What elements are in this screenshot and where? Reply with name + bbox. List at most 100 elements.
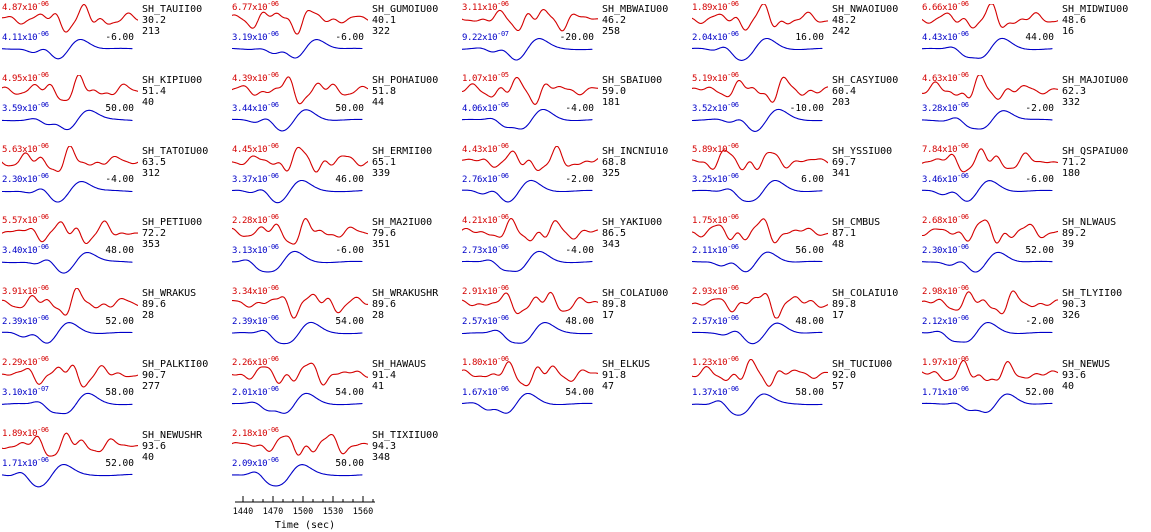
syn-amp-label: 3.28x10-06: [922, 101, 969, 114]
obs-amp-label: 5.63x10-06: [2, 142, 49, 155]
station-info: SH_COLAIU10 89.8 17: [832, 288, 898, 321]
azimuth-value: 203: [832, 97, 851, 108]
distance-value: 48.2: [832, 15, 857, 26]
distance-value: 68.8: [602, 157, 627, 168]
time-shift-value: 48.00: [105, 245, 134, 256]
time-axis: 1440 1470 1500 1530 1560 Time (sec): [232, 495, 382, 531]
distance-value: 89.6: [142, 299, 167, 310]
obs-trace: [232, 293, 368, 319]
distance-value: 87.1: [832, 228, 857, 239]
distance-value: 89.6: [372, 299, 397, 310]
seismogram-panel: 2.98x10-06 2.12x10-06 -2.00 SH_TLYII00 9…: [922, 284, 1150, 352]
station-name: SH_POHAIU00: [372, 75, 439, 86]
azimuth-value: 40: [1062, 381, 1075, 392]
waveform-plot: [232, 362, 368, 414]
seismogram-panel: 5.19x10-06 3.52x10-06 -10.00 SH_CASYIU00…: [692, 71, 920, 139]
obs-trace: [922, 148, 1058, 173]
waveform-plot: [462, 361, 598, 414]
station-info: SH_MBWAIU00 46.2 258: [602, 4, 668, 37]
time-shift-value: 46.00: [335, 174, 364, 185]
station-info: SH_NEWUSHR 93.6 40: [142, 430, 202, 463]
time-shift-value: -6.00: [335, 32, 364, 43]
time-shift-value: -4.00: [565, 103, 594, 114]
waveform-plot: [922, 359, 1058, 413]
station-info: SH_TAUII00 30.2 213: [142, 4, 202, 37]
syn-trace: [692, 251, 823, 273]
distance-value: 71.2: [1062, 157, 1087, 168]
time-shift-value: 50.00: [335, 458, 364, 469]
syn-amp-label: 1.37x10-06: [692, 385, 739, 398]
station-name: SH_GUMOIU00: [372, 4, 439, 15]
distance-value: 51.4: [142, 86, 167, 97]
syn-amp-label: 2.57x10-06: [462, 314, 509, 327]
syn-amp-label: 2.01x10-06: [232, 385, 279, 398]
waveform-plot: [922, 148, 1058, 202]
syn-trace: [922, 321, 1053, 343]
distance-value: 89.8: [602, 299, 627, 310]
time-shift-value: 44.00: [1025, 32, 1054, 43]
time-shift-value: -2.00: [1025, 316, 1054, 327]
time-shift-value: -4.00: [105, 174, 134, 185]
time-shift-value: 52.00: [105, 458, 134, 469]
syn-trace: [462, 322, 593, 344]
seismogram-panel: 2.68x10-06 2.30x10-06 52.00 SH_NLWAUS 89…: [922, 213, 1150, 281]
waveform-plot: [232, 9, 368, 59]
time-shift-value: 50.00: [105, 103, 134, 114]
azimuth-value: 57: [832, 381, 845, 392]
syn-trace: [2, 109, 133, 131]
obs-trace: [692, 4, 828, 31]
syn-amp-label: 2.30x10-06: [922, 243, 969, 256]
station-info: SH_ELKUS 91.8 47: [602, 359, 650, 392]
obs-trace: [922, 75, 1058, 100]
obs-amp-label: 2.18x10-06: [232, 426, 279, 439]
obs-amp-label: 1.75x10-06: [692, 213, 739, 226]
syn-trace: [462, 108, 593, 130]
syn-amp-label: 2.57x10-06: [692, 314, 739, 327]
obs-trace: [2, 220, 138, 245]
obs-trace: [922, 359, 1058, 382]
station-info: SH_HAWAUS 91.4 41: [372, 359, 426, 392]
obs-amp-label: 2.26x10-06: [232, 355, 279, 368]
syn-amp-label: 3.37x10-06: [232, 172, 279, 185]
time-shift-value: -6.00: [105, 32, 134, 43]
station-info: SH_MIDWIU00 48.6 16: [1062, 4, 1128, 37]
waveform-plot: [692, 4, 828, 61]
station-name: SH_WRAKUSHR: [372, 288, 439, 299]
azimuth-value: 322: [372, 26, 391, 37]
obs-amp-label: 6.77x10-06: [232, 0, 279, 13]
station-info: SH_CMBUS 87.1 48: [832, 217, 880, 250]
seismogram-panel: 6.66x10-06 4.43x10-06 44.00 SH_MIDWIU00 …: [922, 0, 1150, 68]
azimuth-value: 277: [142, 381, 161, 392]
azimuth-value: 44: [372, 97, 385, 108]
waveform-plot: [2, 4, 138, 60]
syn-amp-label: 2.11x10-06: [692, 243, 739, 256]
distance-value: 65.1: [372, 157, 397, 168]
waveform-plot: [462, 8, 598, 61]
syn-trace: [462, 179, 593, 203]
azimuth-value: 353: [142, 239, 161, 250]
distance-value: 79.6: [372, 228, 397, 239]
azimuth-value: 312: [142, 168, 161, 179]
syn-trace: [232, 109, 363, 132]
time-shift-value: 54.00: [335, 387, 364, 398]
waveform-plot: [232, 433, 368, 487]
syn-trace: [232, 39, 363, 59]
time-axis-tick-label: 1560: [353, 507, 373, 517]
station-info: SH_ERMII00 65.1 339: [372, 146, 432, 179]
obs-amp-label: 1.89x10-06: [692, 0, 739, 13]
waveform-plot: [232, 76, 368, 132]
obs-trace: [462, 76, 598, 105]
waveform-plot: [462, 76, 598, 130]
time-shift-value: 58.00: [105, 387, 134, 398]
obs-trace: [922, 219, 1058, 244]
waveform-plot: [2, 364, 138, 415]
obs-amp-label: 2.28x10-06: [232, 213, 279, 226]
station-info: SH_KIPIU00 51.4 40: [142, 75, 202, 108]
obs-trace: [2, 75, 138, 101]
seismogram-panel: 1.23x10-06 1.37x10-06 58.00 SH_TUCIU00 9…: [692, 355, 920, 423]
station-info: SH_TUCIU00 92.0 57: [832, 359, 892, 392]
azimuth-value: 17: [602, 310, 615, 321]
obs-amp-label: 1.97x10-06: [922, 355, 969, 368]
obs-amp-label: 3.91x10-06: [2, 284, 49, 297]
